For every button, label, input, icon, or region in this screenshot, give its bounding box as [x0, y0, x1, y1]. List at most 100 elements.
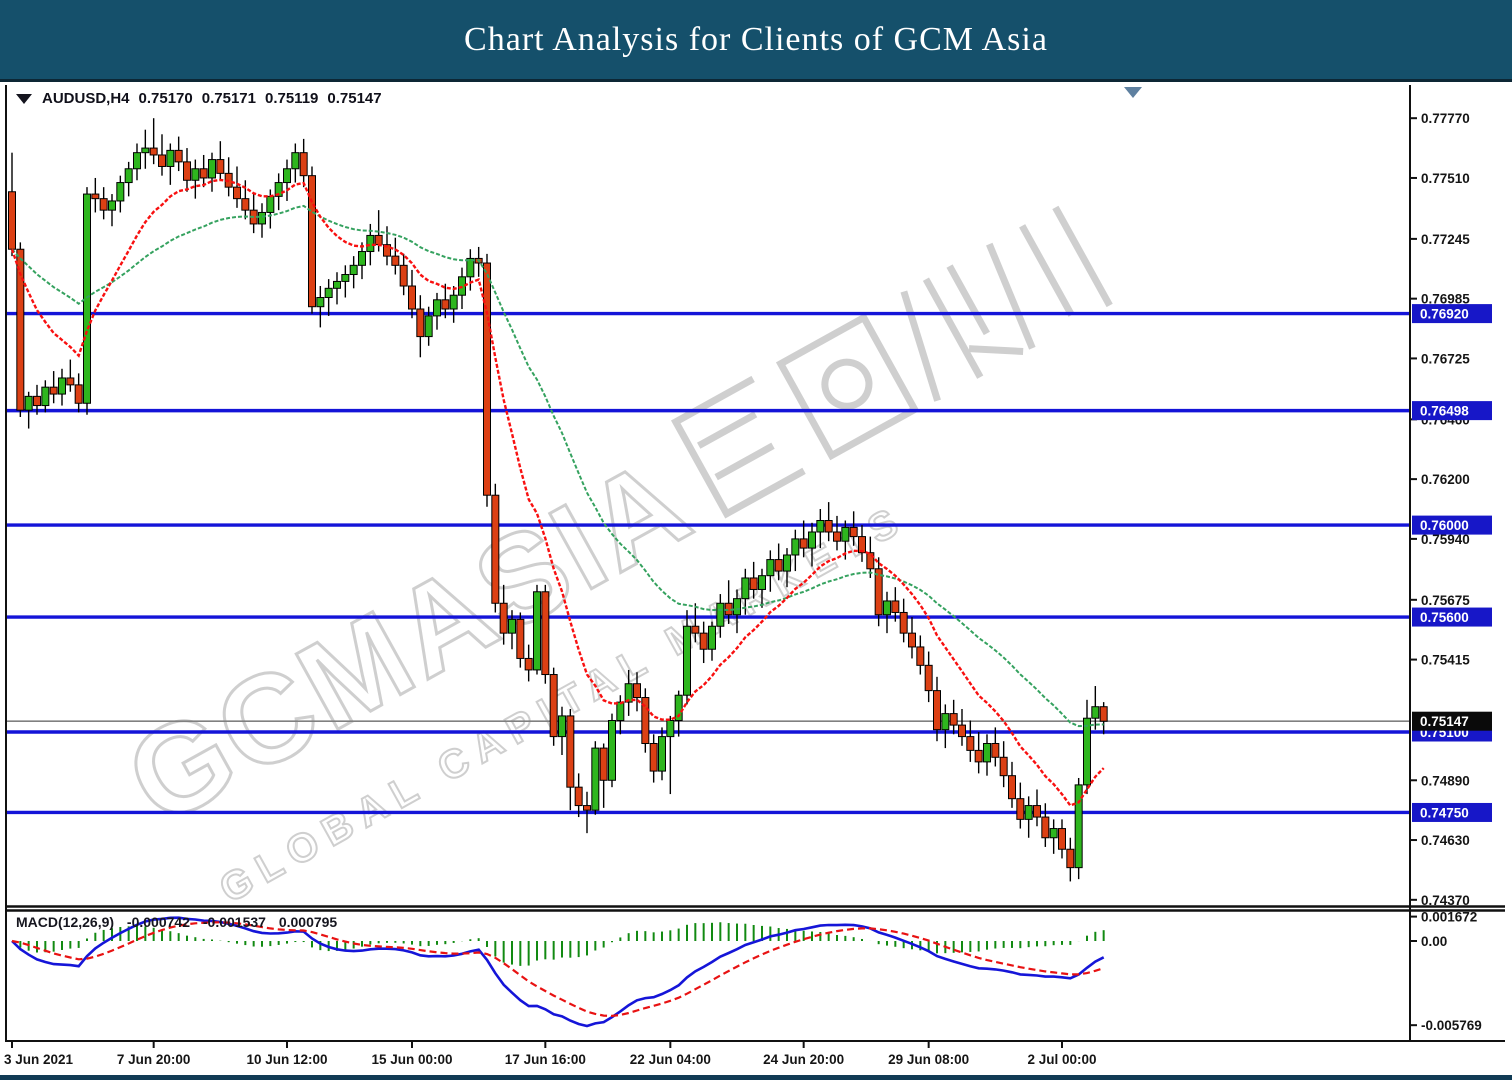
candle-body — [882, 600, 891, 616]
macd-signal-value: -0.001537 — [202, 914, 266, 930]
quote-open: 0.75170 — [138, 90, 193, 107]
y-axis-label: 0.77770 — [1421, 111, 1470, 126]
candle-body — [257, 211, 266, 225]
candle-body — [482, 262, 491, 496]
candle-body — [641, 697, 650, 744]
candle-body — [391, 255, 400, 266]
price-line-label: 0.75600 — [1420, 610, 1469, 625]
candle-body — [141, 147, 150, 154]
page-title: Chart Analysis for Clients of GCM Asia — [464, 20, 1048, 58]
candle-body — [441, 299, 450, 310]
candle-body — [8, 191, 16, 250]
candle-body — [916, 646, 925, 666]
candle-body — [932, 690, 941, 731]
y-axis-label: 0.74890 — [1421, 773, 1470, 788]
candle-body — [657, 736, 666, 772]
candle-body — [982, 742, 991, 763]
candle-body — [857, 536, 866, 554]
candle-body — [949, 713, 958, 726]
candle-body — [416, 308, 425, 338]
candle-body — [716, 602, 725, 627]
x-axis-label: 15 Jun 00:00 — [371, 1052, 452, 1067]
candle-body — [591, 747, 600, 811]
candle-body — [349, 264, 358, 276]
candle-body — [299, 152, 308, 177]
candle-body — [1016, 798, 1025, 820]
candle-body — [824, 520, 833, 533]
x-axis-label: 29 Jun 08:00 — [888, 1052, 969, 1067]
y-axis-label: 0.75675 — [1421, 593, 1470, 608]
candle-body — [791, 538, 800, 556]
candle-body — [674, 694, 683, 722]
y-axis-label: 0.77245 — [1421, 232, 1470, 247]
candle-body — [516, 618, 525, 659]
candle-body — [957, 724, 966, 738]
symbol-dropdown-icon[interactable] — [16, 93, 32, 104]
y-axis-label: 0.75940 — [1421, 532, 1470, 547]
macd-histogram-value: 0.000795 — [278, 914, 338, 930]
watermark-cjk-glyphs — [670, 205, 1113, 519]
candle-body — [491, 494, 500, 604]
candle-body — [1074, 784, 1083, 869]
candle-body — [432, 299, 441, 317]
candle-body — [32, 395, 41, 407]
macd-axis-label: 0.001672 — [1421, 910, 1477, 925]
candle-body — [774, 559, 783, 572]
candle-body — [332, 280, 341, 289]
candle-body — [1032, 805, 1041, 818]
y-axis-label: 0.76985 — [1421, 292, 1470, 307]
price-axis: 0.77770 0.77510 0.77245 0.76985 0.76725 0.764… — [1410, 111, 1492, 1033]
candle-body — [24, 395, 33, 411]
candle-body — [849, 526, 858, 538]
candles-layer[interactable] — [8, 118, 1108, 882]
symbol-timeframe-label: AUDUSD,H4 — [42, 90, 130, 107]
candle-body — [66, 377, 75, 386]
macd-main-value: -0.000742 — [126, 914, 190, 930]
candle-body — [974, 749, 983, 763]
macd-pane[interactable] — [11, 916, 1105, 1028]
candle-body — [191, 168, 200, 181]
candle-body — [324, 287, 333, 299]
candle-body — [91, 193, 100, 200]
quote-close: 0.75147 — [327, 90, 382, 107]
chart-shift-marker-icon[interactable] — [1124, 87, 1142, 98]
candle-body — [366, 234, 375, 253]
candle-body — [549, 674, 558, 738]
candle-body — [966, 736, 975, 751]
candle-body — [582, 805, 591, 811]
candle-body — [357, 251, 366, 266]
candle-body — [749, 577, 758, 590]
y-axis-label: 0.75415 — [1421, 653, 1470, 668]
candle-body — [924, 664, 933, 692]
candle-body — [316, 297, 325, 308]
candle-body — [666, 720, 675, 738]
support-resistance-lines — [5, 311, 1410, 815]
candle-body — [524, 657, 533, 671]
price-line-label-box — [1412, 304, 1492, 324]
macd-indicator-label: MACD(12,26,9) -0.000742 -0.001537 0.0007… — [16, 914, 346, 930]
candle-body — [649, 742, 658, 772]
candle-body — [41, 386, 50, 407]
candle-body — [807, 531, 816, 549]
y-axis-label: 0.74630 — [1421, 833, 1470, 848]
candle-body — [166, 149, 175, 167]
candle-body — [107, 200, 116, 211]
candle-body — [1057, 828, 1066, 850]
candle-body — [757, 575, 766, 590]
candle-body — [241, 198, 250, 211]
candle-body — [707, 625, 716, 650]
candle-body — [124, 168, 133, 184]
y-axis-label: 0.77510 — [1421, 171, 1470, 186]
current-price-label-box — [1412, 711, 1492, 731]
candle-body — [407, 285, 416, 310]
candle-body — [682, 625, 691, 696]
x-axis-label: 24 Jun 20:00 — [763, 1052, 844, 1067]
price-line-label: 0.76920 — [1420, 307, 1469, 322]
candle-body — [699, 632, 708, 650]
y-axis-label: 0.76725 — [1421, 351, 1470, 366]
symbol-quote-line: AUDUSD,H4 0.75170 0.75171 0.75119 0.7514… — [16, 90, 382, 107]
x-axis-label: 17 Jun 16:00 — [505, 1052, 586, 1067]
candle-body — [1024, 805, 1033, 820]
